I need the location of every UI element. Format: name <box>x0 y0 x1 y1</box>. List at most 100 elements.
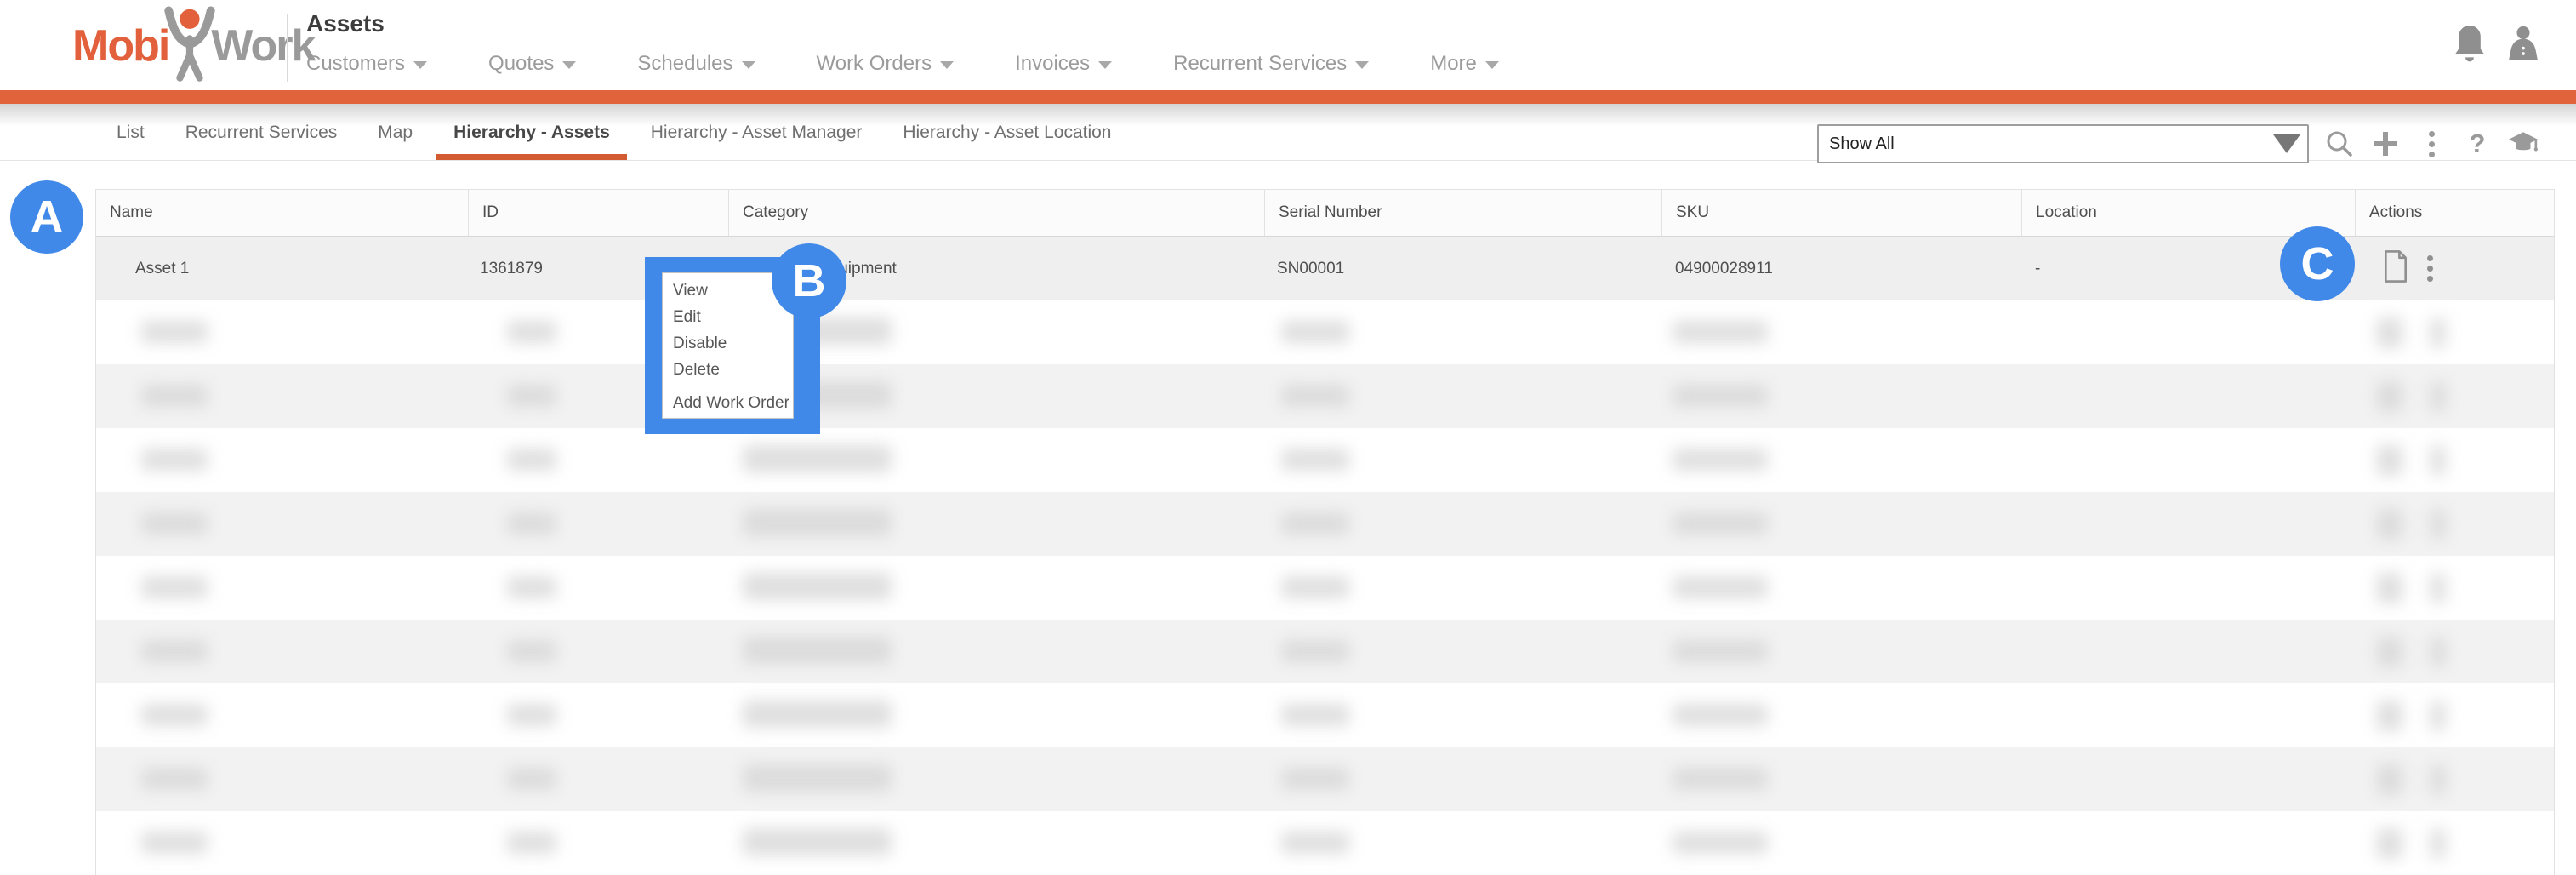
toolbar: ? <box>2324 124 2539 163</box>
tab-map[interactable]: Map <box>378 122 413 142</box>
user-icon[interactable] <box>2505 22 2542 71</box>
blurred-cell-placeholder <box>1673 449 1768 471</box>
search-icon[interactable] <box>2324 124 2355 163</box>
menu-item-add-work-order[interactable]: Add Work Order <box>673 394 789 412</box>
tab-hierarchy-asset-location[interactable]: Hierarchy - Asset Location <box>903 122 1112 142</box>
table-row-asset-1[interactable]: Asset 1 1361879 Equipment SN00001 049000… <box>96 237 2554 300</box>
accent-bar-shadow <box>0 104 2576 126</box>
table-row-blurred[interactable] <box>96 747 2554 811</box>
column-header-actions: Actions <box>2369 203 2423 221</box>
cell-sku: 04900028911 <box>1675 259 1773 277</box>
column-header-id[interactable]: ID <box>469 190 729 236</box>
blurred-cell-placeholder <box>507 640 556 662</box>
blurred-cell-placeholder <box>1673 640 1768 662</box>
blurred-cell-placeholder <box>141 704 208 726</box>
tab-list[interactable]: List <box>117 122 145 142</box>
blurred-cell-placeholder <box>507 512 556 535</box>
blurred-cell-placeholder <box>1673 385 1768 407</box>
nav-item-work-orders[interactable]: Work Orders <box>817 52 955 76</box>
menu-item-edit[interactable]: Edit <box>673 308 701 326</box>
blurred-cell-placeholder <box>743 445 892 472</box>
table-row-blurred[interactable] <box>96 492 2554 556</box>
mobiwork-logo[interactable]: Mobi Work <box>72 5 316 87</box>
chevron-down-icon <box>413 61 428 69</box>
blurred-cell-placeholder <box>1673 704 1768 726</box>
nav-item-invoices[interactable]: Invoices <box>1015 52 1113 76</box>
chevron-down-icon <box>1098 61 1113 69</box>
blurred-cell-placeholder <box>2377 573 2402 603</box>
nav-item-customers[interactable]: Customers <box>306 52 428 76</box>
column-header-location[interactable]: Location <box>2022 190 2356 236</box>
blurred-cell-placeholder <box>2377 445 2402 476</box>
blurred-cell-placeholder <box>743 637 892 664</box>
blurred-cell-placeholder <box>141 385 208 407</box>
blurred-cell-placeholder <box>743 828 892 855</box>
tab-recurrent-services[interactable]: Recurrent Services <box>185 122 338 142</box>
blurred-cell-placeholder <box>1281 321 1349 343</box>
table-row-blurred[interactable] <box>96 683 2554 747</box>
menu-item-delete[interactable]: Delete <box>673 361 720 379</box>
accent-bar <box>0 90 2576 104</box>
tab-hierarchy-asset-manager[interactable]: Hierarchy - Asset Manager <box>650 122 863 142</box>
app-header: Mobi Work Assets Customers Quotes Schedu… <box>0 0 2576 90</box>
blurred-cell-placeholder <box>1281 768 1349 790</box>
menu-item-view[interactable]: View <box>673 282 708 300</box>
column-header-serial-number[interactable]: Serial Number <box>1265 190 1662 236</box>
more-options-icon[interactable] <box>2416 124 2447 163</box>
table-row-blurred[interactable] <box>96 300 2554 364</box>
blurred-cell-placeholder <box>2431 828 2446 859</box>
blurred-cell-placeholder <box>141 576 208 598</box>
blurred-cell-placeholder <box>507 449 556 471</box>
select-arrow-icon <box>2273 134 2300 153</box>
blurred-cell-placeholder <box>1281 576 1349 598</box>
blurred-cell-placeholder <box>507 704 556 726</box>
blurred-cell-placeholder <box>1673 576 1768 598</box>
blurred-cell-placeholder <box>2431 764 2446 795</box>
column-header-name[interactable]: Name <box>96 190 469 236</box>
row-more-options-icon[interactable] <box>2427 255 2433 282</box>
blurred-cell-placeholder <box>2431 445 2446 476</box>
training-graduation-cap-icon[interactable] <box>2508 124 2539 163</box>
blurred-cell-placeholder <box>1281 704 1349 726</box>
blurred-cell-placeholder <box>743 509 892 536</box>
context-menu: View Edit Disable Delete Add Work Order <box>662 272 794 419</box>
bell-icon[interactable] <box>2451 22 2488 71</box>
nav-item-more[interactable]: More <box>1430 52 1499 76</box>
blurred-cell-placeholder <box>2377 828 2402 859</box>
blurred-cell-placeholder <box>141 321 208 343</box>
table-row-blurred[interactable] <box>96 556 2554 620</box>
blurred-cell-placeholder <box>141 832 208 854</box>
chevron-down-icon <box>1485 61 1499 69</box>
menu-item-disable[interactable]: Disable <box>673 335 727 352</box>
show-all-select[interactable]: Show All <box>1817 124 2309 163</box>
document-icon[interactable] <box>2383 249 2408 288</box>
tab-hierarchy-assets[interactable]: Hierarchy - Assets <box>436 111 627 160</box>
cell-name: Asset 1 <box>135 259 190 277</box>
table-row-blurred[interactable] <box>96 620 2554 683</box>
blurred-cell-placeholder <box>2431 381 2446 412</box>
blurred-cell-placeholder <box>507 321 556 343</box>
table-row-blurred[interactable] <box>96 364 2554 428</box>
show-all-selected-value: Show All <box>1829 134 1895 153</box>
table-row-blurred[interactable] <box>96 811 2554 875</box>
blurred-cell-placeholder <box>2431 637 2446 667</box>
column-header-sku[interactable]: SKU <box>1662 190 2022 236</box>
nav-item-schedules[interactable]: Schedules <box>637 52 755 76</box>
chevron-down-icon <box>1355 61 1370 69</box>
page-title: Assets <box>306 10 385 37</box>
nav-item-recurrent-services[interactable]: Recurrent Services <box>1173 52 1370 76</box>
blurred-cell-placeholder <box>2431 317 2446 348</box>
help-icon[interactable]: ? <box>2469 129 2486 158</box>
table-blurred-rows <box>96 300 2554 875</box>
blurred-cell-placeholder <box>1281 832 1349 854</box>
column-header-category[interactable]: Category <box>729 190 1265 236</box>
chevron-down-icon <box>741 61 755 69</box>
view-tabs: List Recurrent Services Map Hierarchy - … <box>0 111 2576 160</box>
add-icon[interactable] <box>2370 124 2401 163</box>
blurred-cell-placeholder <box>1281 640 1349 662</box>
nav-item-quotes[interactable]: Quotes <box>488 52 577 76</box>
blurred-cell-placeholder <box>2431 509 2446 540</box>
table-row-blurred[interactable] <box>96 428 2554 492</box>
annotation-circle-c: C <box>2280 226 2355 301</box>
logo-text-mobi: Mobi <box>72 21 170 71</box>
